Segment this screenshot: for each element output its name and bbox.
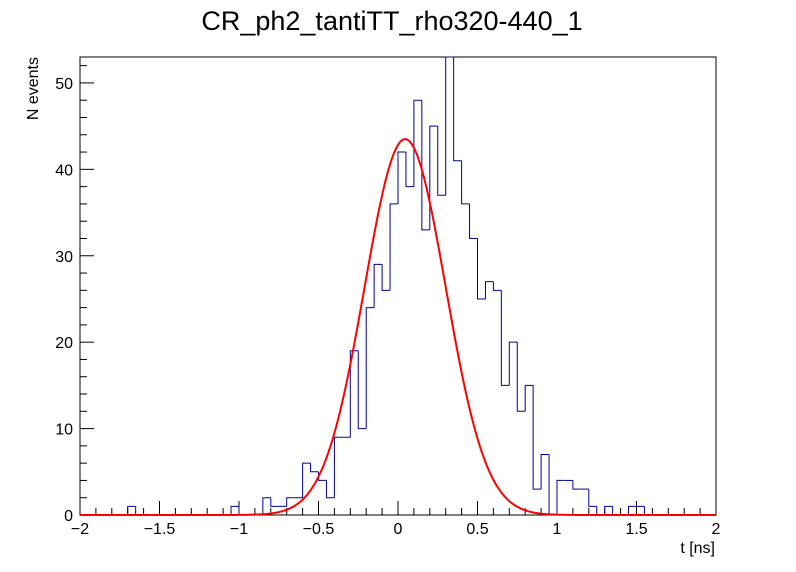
histogram-bin (429, 125, 438, 230)
x-tick-label: 0 (394, 521, 403, 538)
x-axis-label: t [ns] (680, 540, 715, 557)
histogram-bin (508, 341, 518, 386)
y-tick-label: 20 (55, 335, 73, 352)
plot-frame (79, 56, 717, 516)
histogram-bin (612, 506, 621, 516)
histogram-bin (532, 385, 542, 490)
histogram-bin (500, 290, 510, 386)
histogram-bin (477, 238, 486, 300)
histogram-bin (286, 497, 295, 507)
histogram-bin (524, 384, 534, 412)
histogram-bin (540, 454, 550, 490)
histogram-bin (492, 281, 502, 291)
histogram-bin (381, 264, 391, 291)
histogram-bin (516, 342, 526, 412)
histogram-bin (135, 506, 144, 516)
histogram-bin (230, 505, 239, 515)
histogram-bin (397, 151, 406, 204)
histogram-bin (127, 505, 136, 515)
x-tick-label: 1.5 (625, 521, 647, 538)
y-tick-label: 50 (55, 76, 73, 93)
histogram-bin (365, 307, 375, 429)
histogram-bin (310, 463, 319, 473)
histogram-bin (484, 281, 494, 299)
histogram-bin (325, 480, 335, 499)
x-tick-label: −1.5 (144, 521, 176, 538)
y-axis: 0 10 20 30 40 50 (55, 65, 94, 525)
histogram-bin (302, 462, 311, 498)
histogram-bin (238, 506, 247, 516)
x-tick-label: −0.5 (303, 521, 335, 538)
histogram-bin (445, 56, 454, 196)
histogram-bin (469, 203, 478, 239)
histogram-bin (643, 506, 653, 516)
y-tick-label: 40 (55, 162, 73, 179)
histogram-bin (413, 99, 422, 187)
histogram-bin (556, 479, 565, 515)
histogram-bin (349, 350, 359, 438)
y-axis-label: N events (25, 57, 42, 120)
histogram-bin (588, 489, 597, 507)
x-tick-label: 1 (553, 521, 562, 538)
x-tick-label: −2 (71, 521, 89, 538)
chart-title: CR_ph2_tantiTT_rho320-440_1 (201, 6, 582, 36)
histogram-bin (453, 57, 462, 162)
histogram-bin (373, 263, 383, 308)
histogram-bin (357, 350, 367, 430)
histogram-bin (628, 505, 637, 515)
x-tick-label: −1 (230, 521, 248, 538)
x-axis: −2 −1.5 −1 −0.5 0 0.5 1 1.5 2 (71, 501, 721, 538)
histogram-bin (270, 497, 279, 507)
histogram-bin (405, 152, 414, 188)
histogram-bin (604, 505, 613, 515)
histogram-bin (596, 506, 605, 516)
y-tick-label: 0 (64, 508, 73, 525)
histogram-bin (421, 100, 430, 231)
histogram-bin (262, 497, 271, 515)
histogram-bin (437, 126, 446, 196)
y-tick-label: 10 (55, 422, 73, 439)
x-tick-label: 0.5 (466, 521, 488, 538)
y-tick-label: 30 (55, 249, 73, 266)
histogram-series (127, 56, 653, 516)
histogram-bin (333, 436, 343, 498)
x-tick-label: 2 (712, 521, 721, 538)
histogram-bin (548, 454, 557, 516)
histogram-bin (461, 160, 470, 205)
histogram-bin (389, 203, 398, 291)
gaussian-fit-curve (80, 138, 716, 516)
histogram-bin (572, 480, 581, 490)
